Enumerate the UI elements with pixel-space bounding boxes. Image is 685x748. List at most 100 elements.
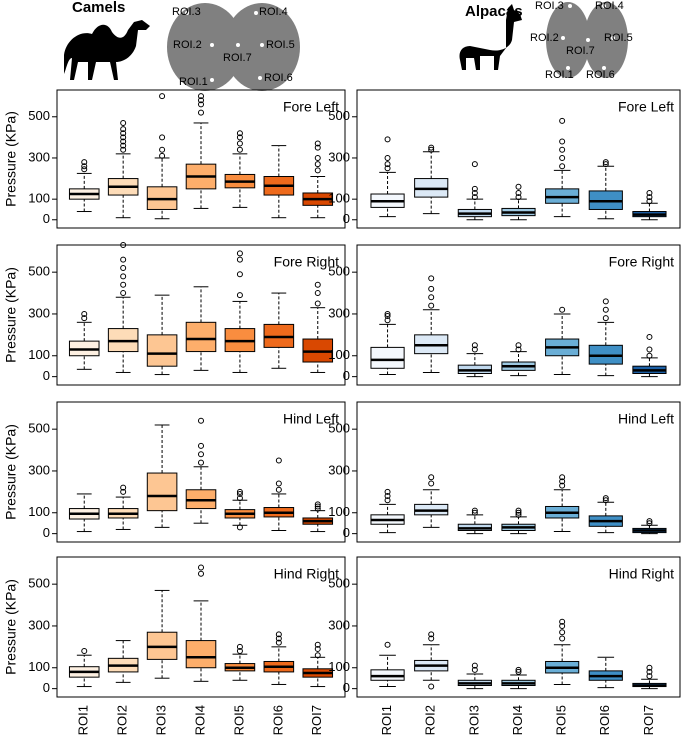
outlier — [120, 242, 127, 248]
y-tick-label: 100 — [28, 504, 50, 519]
outlier — [428, 275, 435, 282]
outlier — [314, 645, 321, 652]
outlier — [198, 109, 204, 116]
outlier — [515, 189, 522, 196]
outlier — [198, 451, 204, 458]
outlier — [275, 480, 282, 487]
outlier — [428, 144, 435, 151]
outlier — [120, 281, 127, 288]
outlier — [559, 618, 566, 625]
outlier — [471, 185, 478, 192]
outlier — [515, 509, 522, 516]
outlier — [236, 495, 243, 502]
outlier — [236, 134, 243, 141]
outlier — [515, 668, 522, 675]
outlier — [198, 97, 204, 104]
panel-frame — [356, 244, 681, 386]
roi-label: ROI.1 — [545, 69, 574, 81]
outlier — [120, 290, 127, 297]
panel-frame — [56, 244, 346, 386]
outlier — [198, 570, 204, 577]
box — [185, 321, 217, 353]
outlier — [81, 166, 88, 173]
outlier — [515, 194, 522, 201]
outlier — [275, 635, 282, 642]
outlier — [120, 142, 127, 149]
outlier — [314, 140, 321, 147]
camel-icon — [64, 20, 150, 80]
outlier — [471, 346, 478, 353]
outlier — [559, 622, 566, 629]
outlier — [602, 497, 609, 504]
alpaca-foot — [546, 2, 628, 78]
roi-label: ROI.3 — [535, 0, 564, 12]
outlier — [471, 666, 478, 673]
outlier — [120, 488, 127, 495]
outlier — [646, 194, 653, 201]
outlier — [81, 310, 88, 317]
panel-label: Fore Right — [274, 254, 339, 270]
outlier — [559, 474, 566, 481]
outlier — [314, 144, 321, 151]
outlier — [646, 189, 653, 196]
outlier — [384, 493, 391, 500]
outlier — [236, 524, 243, 531]
outlier — [602, 315, 609, 322]
outlier — [384, 136, 391, 143]
outlier — [120, 119, 127, 126]
outlier — [384, 154, 391, 161]
x-tick-label: ROI1 — [379, 705, 394, 735]
outlier — [198, 417, 204, 424]
outlier — [515, 346, 522, 353]
outlier — [602, 298, 609, 305]
outlier — [646, 333, 653, 340]
outlier — [428, 474, 435, 481]
outlier — [559, 478, 566, 485]
outlier — [646, 664, 653, 671]
y-axis-label: Pressure (KPa) — [3, 267, 19, 363]
y-tick-label: 100 — [28, 347, 50, 362]
x-tick-label: ROI5 — [554, 705, 569, 735]
y-tick-label: 300 — [28, 462, 50, 477]
outlier — [428, 631, 435, 638]
y-tick-label: 100 — [328, 504, 350, 519]
outlier — [314, 290, 321, 297]
roi-label: ROI.6 — [264, 72, 293, 84]
x-tick-label: ROI6 — [597, 705, 612, 735]
outlier — [559, 117, 566, 124]
outlier — [120, 273, 127, 280]
roi-label: ROI.6 — [586, 69, 615, 81]
outlier — [471, 509, 478, 516]
roi-label: ROI.2 — [173, 39, 202, 51]
outlier — [314, 154, 321, 161]
outlier — [314, 161, 321, 168]
outlier — [236, 648, 243, 655]
x-tick-label: ROI2 — [115, 705, 130, 735]
panel-frame — [56, 556, 346, 698]
outlier — [275, 631, 282, 638]
outlier — [159, 146, 166, 153]
y-tick-label: 0 — [343, 368, 350, 383]
outlier — [559, 154, 566, 161]
outlier — [602, 495, 609, 502]
outlier — [275, 639, 282, 646]
outlier — [314, 281, 321, 288]
outlier — [81, 648, 88, 655]
x-tick-label: ROI1 — [76, 705, 91, 735]
y-axis-label: Pressure (KPa) — [3, 579, 19, 675]
outlier — [646, 668, 653, 675]
outlier — [646, 518, 653, 525]
outlier — [428, 683, 435, 690]
outlier — [384, 317, 391, 324]
y-tick-label: 300 — [28, 149, 50, 164]
y-tick-label: 300 — [328, 149, 350, 164]
outlier — [198, 564, 204, 571]
outlier — [559, 306, 566, 313]
outlier — [159, 93, 166, 100]
panel-label: Hind Left — [283, 411, 339, 427]
outlier — [120, 134, 127, 141]
outlier — [646, 673, 653, 680]
panel-label: Hind Right — [609, 566, 674, 582]
y-tick-label: 0 — [43, 680, 50, 695]
